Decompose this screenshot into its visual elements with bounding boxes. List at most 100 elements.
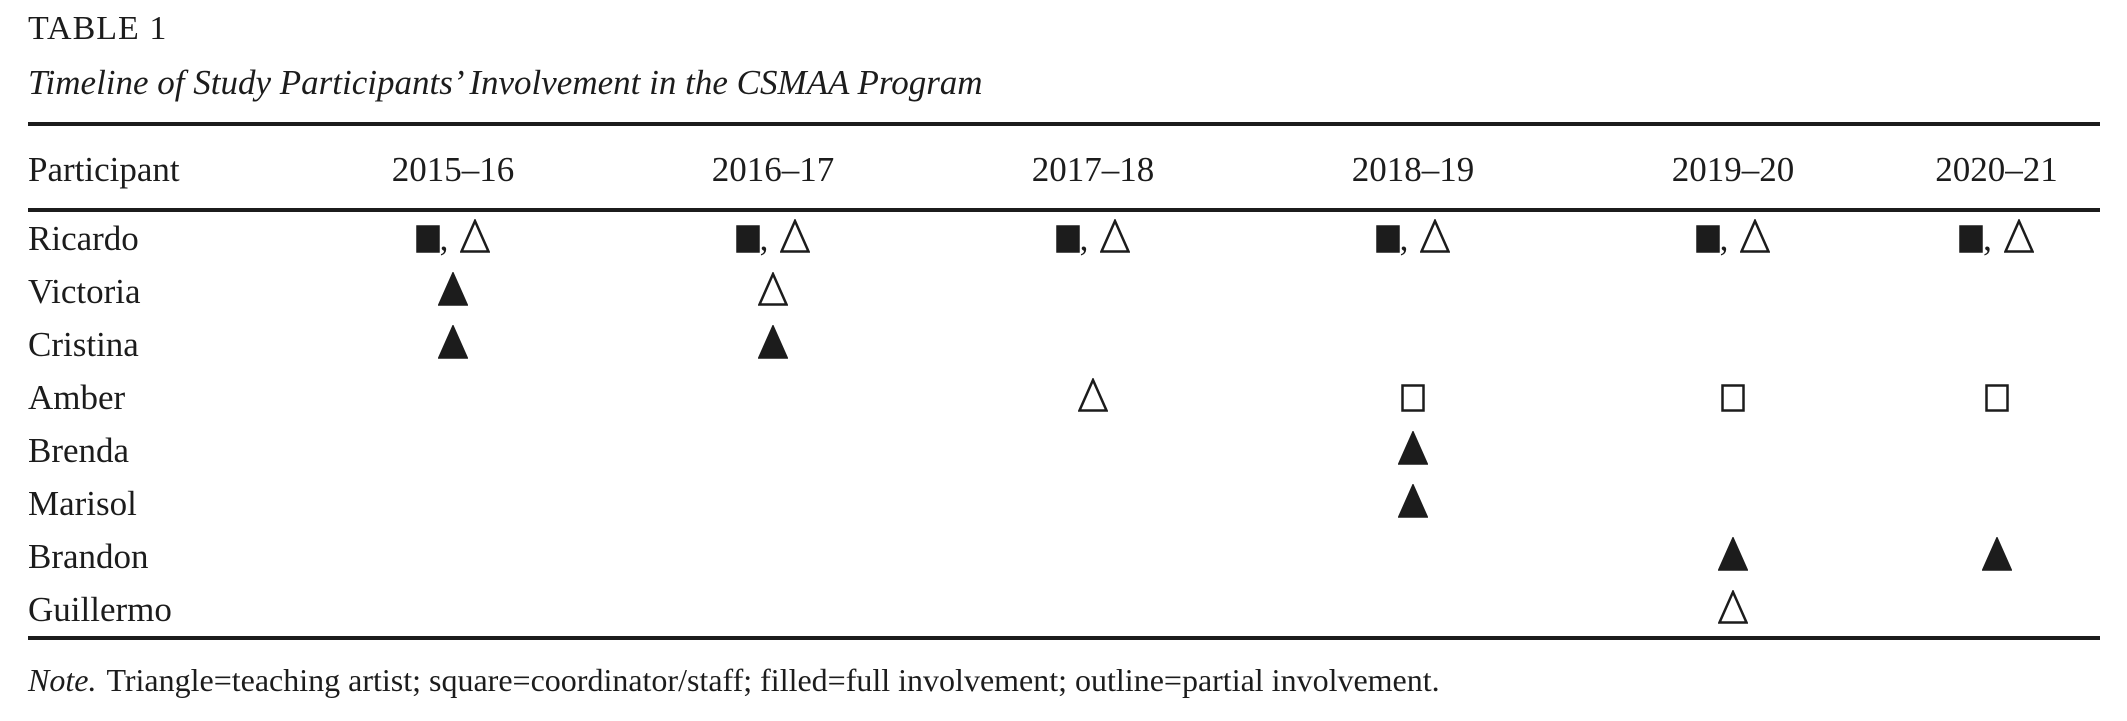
timeline-cell bbox=[1573, 477, 1893, 530]
timeline-cell bbox=[933, 477, 1253, 530]
filled-square-icon bbox=[735, 219, 760, 258]
filled-square-icon bbox=[1695, 219, 1720, 258]
timeline-cell bbox=[933, 318, 1253, 371]
symbol-separator: , bbox=[1983, 218, 1992, 258]
filled-triangle-icon bbox=[1981, 535, 2012, 576]
participant-name: Amber bbox=[28, 377, 126, 417]
timeline-cell bbox=[293, 265, 613, 318]
outline-triangle-icon bbox=[1419, 217, 1451, 258]
timeline-cell: , bbox=[1253, 210, 1573, 265]
timeline-cell: , bbox=[1573, 210, 1893, 265]
timeline-cell bbox=[933, 583, 1253, 638]
timeline-cell bbox=[613, 477, 933, 530]
column-header-participant: Participant bbox=[28, 124, 293, 212]
symbol-separator: , bbox=[1719, 218, 1729, 258]
timeline-cell: , bbox=[613, 210, 933, 265]
table-note: Note. Triangle=teaching artist; square=co… bbox=[28, 660, 2103, 700]
outline-triangle-icon bbox=[779, 217, 811, 258]
filled-triangle-icon bbox=[1717, 535, 1749, 576]
outline-triangle-icon bbox=[757, 270, 789, 311]
filled-square-icon bbox=[1959, 219, 1983, 258]
timeline-cell bbox=[1573, 530, 1893, 583]
table-body: Ricardo,,,,,, Victoria Cristina Amber Brenda… bbox=[28, 210, 2100, 638]
timeline-cell: , bbox=[293, 210, 613, 265]
table-row: Marisol bbox=[28, 477, 2100, 530]
timeline-cell bbox=[293, 424, 613, 477]
outline-square-icon bbox=[1984, 378, 2009, 417]
outline-triangle-icon bbox=[1717, 588, 1749, 629]
timeline-cell bbox=[1893, 424, 2100, 477]
table-row: Guillermo bbox=[28, 583, 2100, 638]
participant-name: Guillermo bbox=[28, 589, 172, 629]
timeline-cell bbox=[1893, 583, 2100, 638]
filled-triangle-icon bbox=[437, 323, 469, 364]
symbol-separator: , bbox=[1079, 218, 1089, 258]
timeline-cell bbox=[933, 371, 1253, 424]
table-header: Participant 2015–16 2016–17 2017–18 2018–19 2… bbox=[28, 124, 2100, 212]
outline-triangle-icon bbox=[1099, 217, 1131, 258]
timeline-cell bbox=[613, 265, 933, 318]
timeline-cell bbox=[1893, 318, 2100, 371]
table-row: Ricardo,,,,,, bbox=[28, 210, 2100, 265]
timeline-cell bbox=[613, 371, 933, 424]
timeline-cell bbox=[933, 265, 1253, 318]
timeline-cell bbox=[1573, 371, 1893, 424]
timeline-cell: , bbox=[1893, 210, 2100, 265]
timeline-cell bbox=[933, 530, 1253, 583]
outline-triangle-icon bbox=[1739, 217, 1771, 258]
timeline-cell bbox=[1893, 530, 2100, 583]
table-row: Brandon bbox=[28, 530, 2100, 583]
outline-square-icon bbox=[1721, 378, 1745, 417]
timeline-cell bbox=[1893, 371, 2100, 424]
timeline-cell bbox=[613, 318, 933, 371]
outline-triangle-icon bbox=[459, 217, 491, 258]
symbol-separator: , bbox=[759, 218, 769, 258]
filled-square-icon bbox=[415, 219, 440, 258]
timeline-cell bbox=[1573, 424, 1893, 477]
timeline-cell bbox=[293, 530, 613, 583]
outline-triangle-icon bbox=[2003, 217, 2035, 258]
table-title: Timeline of Study Participants’ Involvem… bbox=[28, 63, 983, 102]
timeline-cell bbox=[1573, 265, 1893, 318]
participant-name: Victoria bbox=[28, 271, 141, 311]
participant-name: Brandon bbox=[28, 536, 149, 576]
timeline-cell bbox=[1253, 265, 1573, 318]
outline-square-icon bbox=[1401, 378, 1425, 417]
table-row: Cristina bbox=[28, 318, 2100, 371]
participant-name: Cristina bbox=[28, 324, 139, 364]
outline-triangle-icon bbox=[1077, 376, 1109, 417]
timeline-cell bbox=[293, 318, 613, 371]
timeline-cell: , bbox=[933, 210, 1253, 265]
participant-name: Brenda bbox=[28, 430, 130, 470]
timeline-cell bbox=[1253, 424, 1573, 477]
timeline-cell bbox=[1573, 318, 1893, 371]
note-text: Triangle=teaching artist; square=coordin… bbox=[106, 662, 1440, 698]
timeline-cell bbox=[1893, 265, 2100, 318]
column-header-2015-16: 2015–16 bbox=[293, 124, 613, 212]
symbol-separator: , bbox=[439, 218, 449, 258]
timeline-cell bbox=[1893, 477, 2100, 530]
timeline-cell bbox=[613, 583, 933, 638]
participant-name: Ricardo bbox=[28, 218, 139, 258]
timeline-cell bbox=[1253, 371, 1573, 424]
timeline-cell bbox=[293, 583, 613, 638]
header-row: Participant 2015–16 2016–17 2017–18 2018–19 2… bbox=[28, 124, 2100, 212]
symbol-separator: , bbox=[1399, 218, 1409, 258]
timeline-cell bbox=[293, 477, 613, 530]
timeline-cell bbox=[1253, 318, 1573, 371]
column-header-2020-21: 2020–21 bbox=[1893, 124, 2100, 212]
column-header-2016-17: 2016–17 bbox=[613, 124, 933, 212]
table-row: Victoria bbox=[28, 265, 2100, 318]
timeline-table: Participant 2015–16 2016–17 2017–18 2018–19 2… bbox=[28, 122, 2100, 640]
column-header-2019-20: 2019–20 bbox=[1573, 124, 1893, 212]
timeline-cell bbox=[933, 424, 1253, 477]
column-header-2018-19: 2018–19 bbox=[1253, 124, 1573, 212]
table-row: Amber bbox=[28, 371, 2100, 424]
filled-square-icon bbox=[1055, 219, 1080, 258]
timeline-cell bbox=[613, 530, 933, 583]
filled-triangle-icon bbox=[1397, 482, 1429, 523]
column-header-2017-18: 2017–18 bbox=[933, 124, 1253, 212]
note-label: Note. bbox=[28, 662, 97, 698]
participant-name: Marisol bbox=[28, 483, 137, 523]
